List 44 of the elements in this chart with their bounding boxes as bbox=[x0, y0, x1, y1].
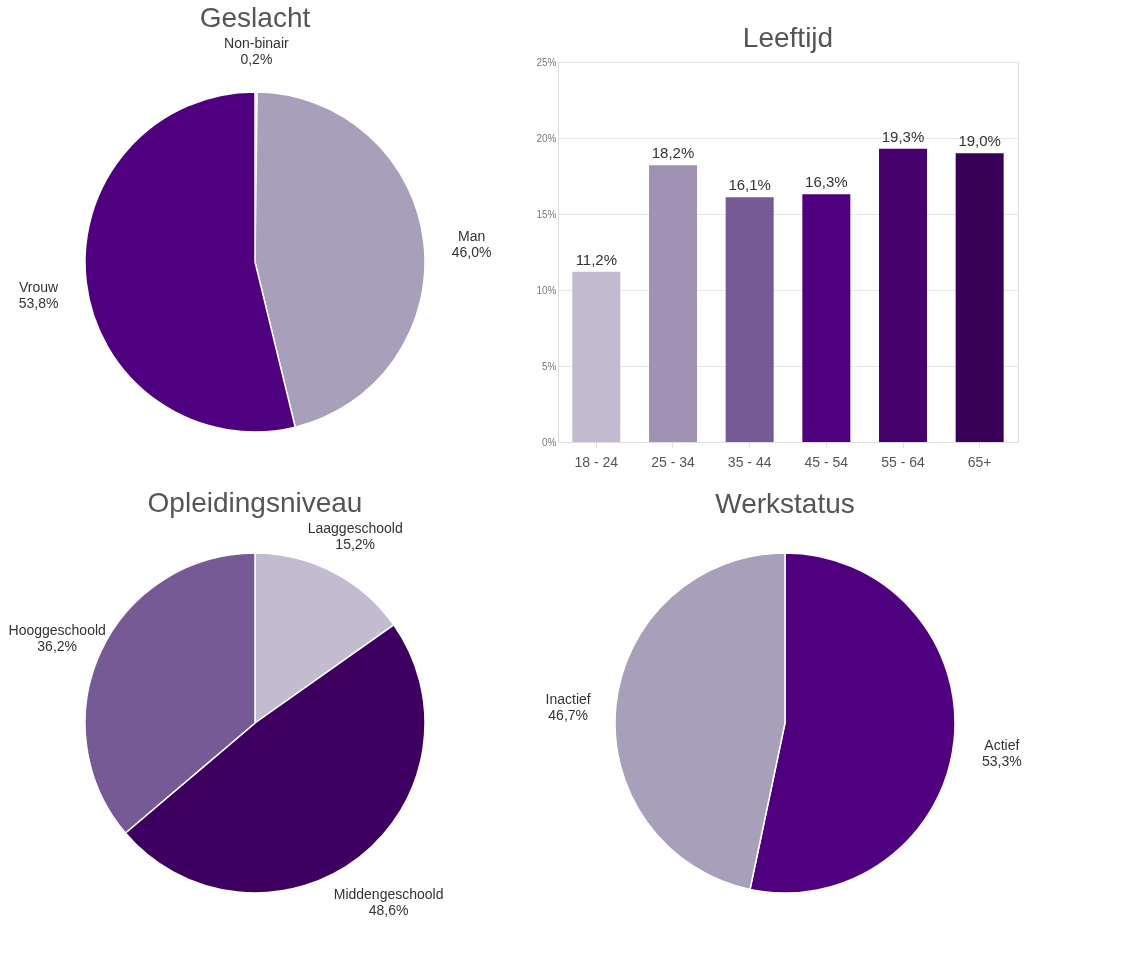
data-label: 15,2% bbox=[335, 536, 376, 553]
slice-label: Vrouw bbox=[18, 278, 60, 295]
y-tick-label: 25% bbox=[536, 56, 557, 68]
slice-label: Man bbox=[457, 228, 486, 245]
data-label: 18,2% bbox=[651, 144, 695, 162]
slice-label: Hooggeschoold bbox=[8, 622, 106, 639]
slice-label: Actief bbox=[984, 736, 1020, 753]
data-label: 16,3% bbox=[805, 173, 848, 191]
bar bbox=[955, 153, 1004, 442]
y-tick-label: 0% bbox=[542, 436, 557, 448]
data-label: 46,0% bbox=[451, 244, 492, 261]
slice-label: Inactief bbox=[545, 691, 591, 708]
slice-label: Middengeschoold bbox=[333, 886, 444, 903]
x-tick-label: 25 - 34 bbox=[651, 453, 695, 470]
x-tick-label: 18 - 24 bbox=[574, 453, 619, 470]
x-tick-label: 45 - 54 bbox=[804, 453, 849, 470]
chart-title: Werkstatus bbox=[715, 488, 855, 519]
chart-title: Geslacht bbox=[199, 2, 311, 33]
x-tick-label: 35 - 44 bbox=[727, 453, 772, 470]
data-label: 19,3% bbox=[881, 127, 925, 145]
slice-label: Laaggeschoold bbox=[307, 520, 403, 537]
x-tick-label: 55 - 64 bbox=[881, 453, 925, 470]
data-label: 48,6% bbox=[368, 902, 409, 919]
bar bbox=[879, 148, 927, 442]
bar bbox=[802, 194, 851, 442]
x-tick-label: 65+ bbox=[967, 453, 992, 470]
data-label: 0,2% bbox=[240, 51, 273, 67]
data-label: 53,8% bbox=[18, 294, 59, 311]
data-label: 19,0% bbox=[958, 132, 1001, 150]
chart-title: Opleidingsniveau bbox=[147, 487, 363, 519]
data-label: 11,2% bbox=[575, 250, 618, 268]
chart-title: Leeftijd bbox=[742, 22, 834, 53]
slice-label: Non-binair bbox=[224, 35, 289, 51]
y-tick-label: 15% bbox=[536, 208, 557, 220]
data-label: 16,1% bbox=[728, 176, 771, 194]
data-label: 53,3% bbox=[981, 752, 1022, 769]
bar bbox=[649, 165, 697, 442]
y-tick-label: 20% bbox=[536, 132, 557, 144]
y-tick-label: 5% bbox=[542, 360, 557, 372]
y-tick-label: 10% bbox=[536, 284, 557, 296]
bar bbox=[725, 197, 774, 442]
bar bbox=[572, 271, 621, 442]
data-label: 46,7% bbox=[548, 707, 589, 724]
data-label: 36,2% bbox=[37, 638, 78, 655]
